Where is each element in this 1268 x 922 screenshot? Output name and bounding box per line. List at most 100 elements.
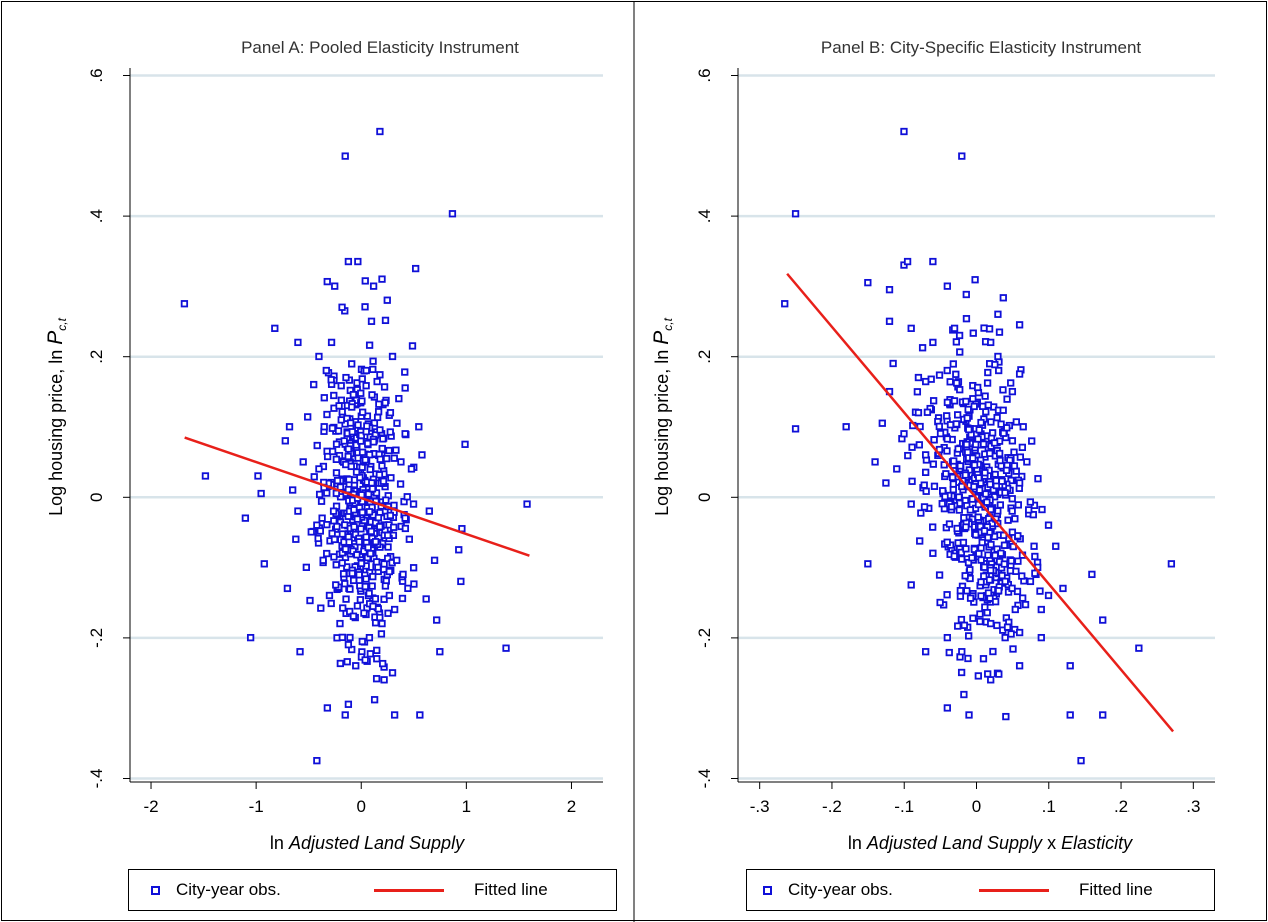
scatter-point	[1008, 495, 1016, 503]
x-tick-label: 0	[972, 797, 981, 816]
x-tick-label: .2	[1114, 797, 1128, 816]
scatter-point	[791, 425, 800, 433]
legend-entry-line: Fitted line	[374, 870, 548, 910]
scatter-point	[378, 444, 386, 453]
scatter-point	[362, 382, 370, 390]
scatter-point	[346, 607, 354, 616]
scatter-point	[958, 482, 966, 491]
scatter-point	[373, 413, 382, 422]
scatter-point	[954, 445, 962, 453]
scatter-point	[935, 422, 943, 431]
y-axis-label-var: P	[650, 331, 673, 345]
scatter-point	[976, 610, 984, 618]
scatter-point	[1099, 711, 1107, 719]
scatter-point	[369, 282, 378, 290]
scatter-point	[999, 406, 1007, 414]
scatter-point	[384, 554, 392, 563]
scatter-point	[366, 549, 375, 558]
scatter-point	[325, 591, 334, 600]
scatter-point	[341, 545, 350, 553]
scatter-point	[943, 633, 951, 642]
scatter-point	[958, 152, 966, 160]
scatter-point	[1015, 479, 1024, 487]
scatter-point	[970, 402, 978, 411]
scatter-point	[430, 556, 439, 564]
scatter-point	[348, 403, 356, 411]
scatter-point	[900, 127, 908, 136]
scatter-point	[340, 437, 348, 445]
scatter-point	[337, 382, 345, 390]
scatter-point	[410, 580, 418, 588]
scatter-point	[358, 508, 367, 517]
scatter-point	[433, 616, 441, 624]
scatter-point	[1012, 418, 1020, 426]
scatter-point	[346, 585, 354, 593]
scatter-point	[1011, 515, 1019, 523]
scatter-point	[310, 380, 318, 389]
scatter-point	[349, 390, 358, 399]
scatter-point	[317, 604, 325, 612]
scatter-point	[889, 359, 897, 368]
scatter-point	[320, 394, 328, 402]
scatter-point	[405, 535, 413, 543]
scatter-point	[369, 572, 377, 581]
scatter-point	[338, 408, 346, 416]
y-tick-label: .4	[87, 209, 106, 223]
x-axis-label: ln Adjusted Land Supply	[270, 833, 465, 853]
scatter-point	[455, 546, 463, 554]
y-tick-label: .6	[87, 68, 106, 82]
scatter-point	[374, 513, 383, 522]
x-tick-label: 1	[462, 797, 471, 816]
scatter-point	[365, 451, 374, 459]
scatter-point	[271, 324, 279, 332]
scatter-point	[908, 443, 916, 451]
scatter-point	[461, 440, 469, 448]
scatter-point	[1015, 662, 1024, 670]
scatter-point	[368, 582, 376, 590]
scatter-point	[327, 599, 335, 608]
scatter-point	[361, 582, 369, 591]
scatter-point	[962, 440, 971, 449]
scatter-point	[970, 461, 979, 469]
fitted-line	[786, 272, 1175, 733]
scatter-point	[347, 462, 355, 471]
scatter-point	[357, 525, 365, 533]
scatter-point	[370, 696, 379, 704]
scatter-point	[995, 670, 1003, 678]
scatter-point	[376, 613, 384, 622]
legend-entry-line: Fitted line	[979, 870, 1153, 910]
scatter-point	[943, 398, 952, 407]
scatter-point	[246, 633, 255, 642]
scatter-point	[425, 507, 433, 515]
scatter-point	[938, 500, 946, 508]
scatter-point	[323, 452, 332, 461]
scatter-point	[361, 277, 369, 285]
y-tick-label: 0	[87, 493, 106, 502]
scatter-point	[1030, 542, 1038, 550]
scatter-point	[1008, 584, 1016, 592]
scatter-point	[964, 654, 972, 663]
scatter-point	[943, 282, 951, 290]
scatter-point	[365, 633, 374, 642]
scatter-point	[365, 589, 373, 598]
scatter-point	[979, 440, 988, 448]
scatter-point	[372, 538, 380, 546]
scatter-point	[970, 483, 978, 491]
scatter-point	[346, 633, 354, 642]
scatter-point	[412, 264, 420, 273]
y-axis-label-var: P	[44, 331, 67, 345]
scatter-point	[974, 383, 982, 392]
scatter-point	[995, 328, 1004, 336]
scatter-point	[523, 500, 531, 508]
scatter-point	[999, 294, 1007, 302]
scatter-point	[977, 556, 985, 564]
scatter-point	[382, 496, 390, 504]
scatter-point	[974, 513, 982, 521]
scatter-point	[316, 527, 324, 535]
scatter-point	[842, 423, 850, 431]
scatter-point	[975, 486, 984, 494]
y-axis-label-subscript: c,t	[661, 317, 675, 330]
scatter-point	[983, 498, 991, 506]
scatter-point	[929, 460, 937, 468]
scatter-point	[1088, 570, 1096, 579]
